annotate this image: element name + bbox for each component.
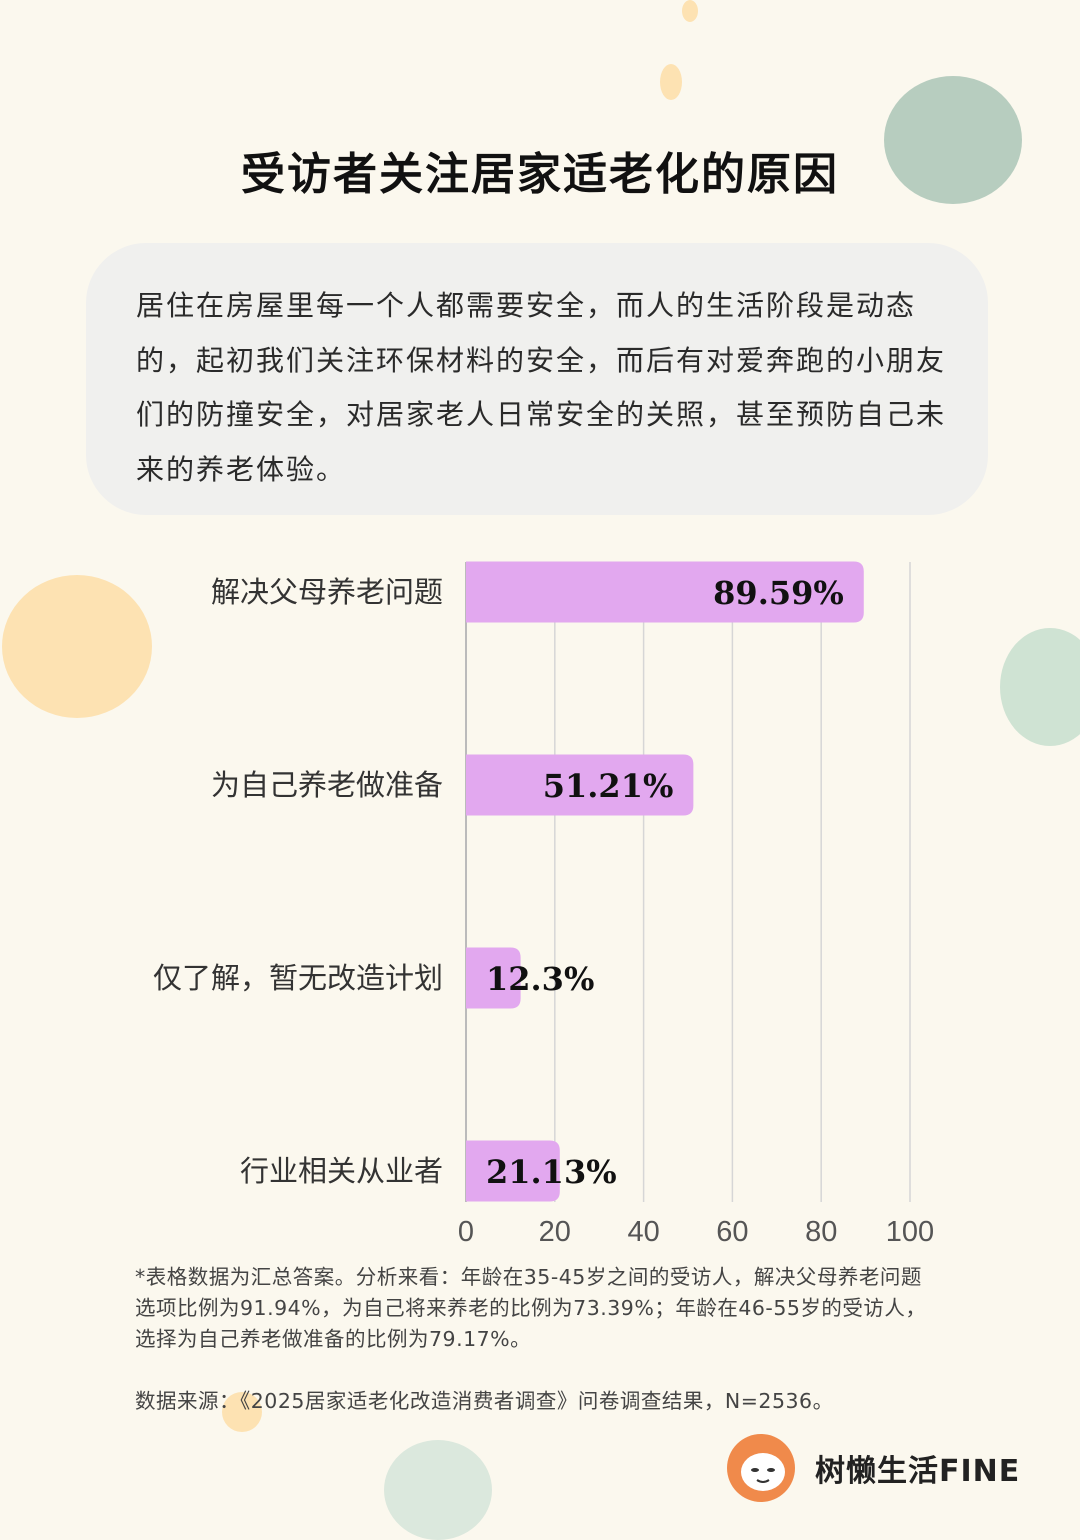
- bar: [466, 754, 694, 816]
- x-tick-label: 60: [716, 1216, 748, 1248]
- decorative-blob-orange-left: [2, 575, 152, 718]
- value-label: 51.21%: [543, 767, 674, 805]
- page-title: 受访者关注居家适老化的原因: [241, 149, 839, 200]
- value-label: 89.59%: [713, 574, 844, 612]
- bar: [466, 947, 521, 1009]
- decorative-blob-green-top: [884, 76, 1022, 204]
- value-label: 12.3%: [486, 960, 594, 998]
- category-label: 行业相关从业者: [240, 1154, 443, 1188]
- intro-text: 居住在房屋里每一个人都需要安全，而人的生活阶段是动态的，起初我们关注环保材料的安…: [136, 289, 947, 486]
- footnote: *表格数据为汇总答案。分析来看：年龄在35-45岁之间的受访人，解决父母养老问题…: [135, 1265, 927, 1351]
- brand-name: 树懒生活FINE: [815, 1454, 1021, 1489]
- x-tick-label: 100: [886, 1216, 934, 1248]
- chart-grid: 0 20 40 60 80 100: [458, 562, 934, 1248]
- category-label: 为自己养老做准备: [211, 768, 443, 802]
- bar: [466, 561, 864, 623]
- chart-bars: [466, 561, 864, 1202]
- decorative-blob-green-right: [1000, 628, 1080, 746]
- decorative-dot-orange-3: [222, 1392, 262, 1432]
- bar: [466, 1140, 560, 1202]
- x-tick-label: 80: [805, 1216, 837, 1248]
- x-tick-label: 40: [627, 1216, 659, 1248]
- value-label: 21.13%: [486, 1153, 617, 1191]
- decorative-dot-orange-1: [682, 0, 698, 22]
- intro-box: 居住在房屋里每一个人都需要安全，而人的生活阶段是动态的，起初我们关注环保材料的安…: [86, 243, 988, 515]
- x-tick-label: 20: [539, 1216, 571, 1248]
- brand: 树懒生活FINE: [727, 1428, 1020, 1508]
- category-label: 仅了解，暂无改造计划: [153, 961, 443, 995]
- decorative-dot-orange-2: [660, 64, 682, 100]
- sloth-icon: [727, 1434, 795, 1502]
- decorative-blob-green-bottom: [384, 1440, 492, 1540]
- category-label: 解决父母养老问题: [211, 575, 443, 609]
- data-source: 数据来源：《2025居家适老化改造消费者调查》问卷调查结果，N=2536。: [135, 1389, 834, 1413]
- x-tick-label: 0: [458, 1216, 474, 1248]
- chart-labels: 解决父母养老问题 89.59% 为自己养老做准备 51.21% 仅了解，暂无改造计划 12…: [153, 574, 844, 1191]
